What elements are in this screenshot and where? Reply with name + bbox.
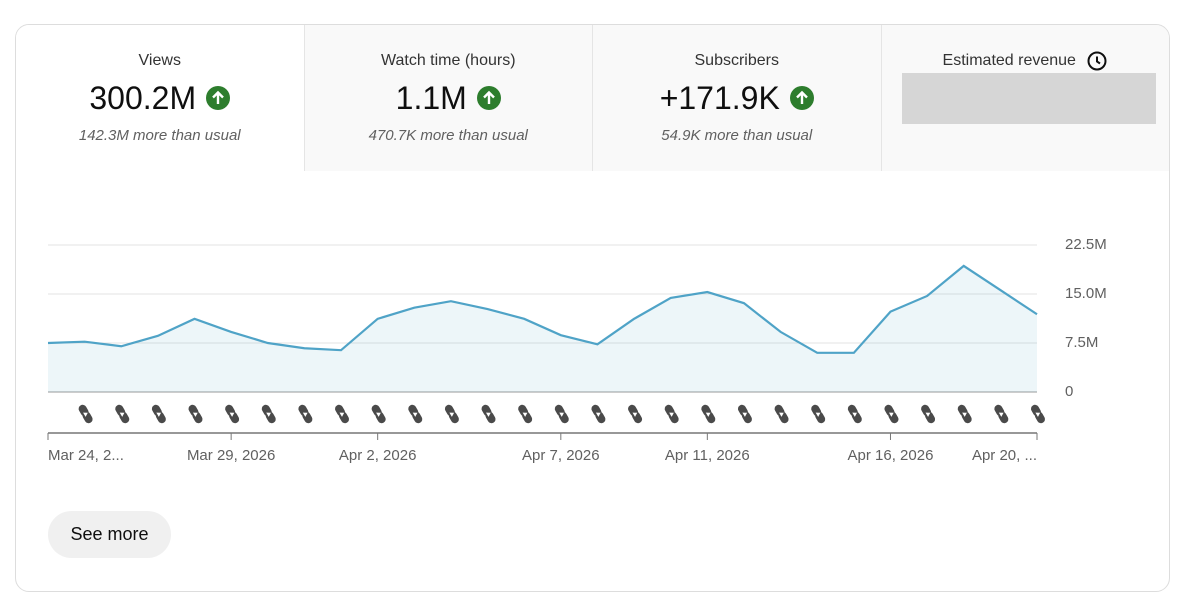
x-tick-label: Apr 2, 2026 [339, 447, 417, 464]
shorts-icon [737, 404, 752, 424]
shorts-icon [78, 404, 93, 424]
shorts-icon [921, 404, 936, 424]
x-tick-label: Apr 16, 2026 [848, 447, 934, 464]
shorts-icon [335, 404, 350, 424]
shorts-icon [261, 404, 276, 424]
up-icon [476, 86, 501, 110]
shorts-icon [994, 404, 1009, 424]
metric-note: 54.9K more than usual [661, 127, 813, 144]
shorts-icon [701, 404, 716, 424]
shorts-icon [811, 404, 826, 424]
metric-tab[interactable]: Views 300.2M 142.3M more than usual [16, 25, 304, 171]
see-more-button[interactable]: See more [48, 511, 171, 558]
shorts-icon [151, 404, 166, 424]
shorts-icon [957, 404, 972, 424]
shorts-icon [1031, 404, 1045, 424]
metric-value: +171.9K [659, 79, 780, 116]
shorts-icon [847, 404, 862, 424]
shorts-icon [664, 404, 679, 424]
x-tick-label: Apr 7, 2026 [522, 447, 600, 464]
metric-value: 1.1M [395, 79, 467, 116]
shorts-icon [774, 404, 789, 424]
metric-title: Subscribers [694, 52, 779, 69]
x-tick-label: Apr 11, 2026 [665, 447, 750, 464]
area [48, 265, 1037, 392]
shorts-icon [518, 404, 533, 424]
x-tick-label: Mar 29, 2026 [187, 447, 275, 464]
shorts-icon [628, 404, 643, 424]
metric-tab[interactable]: Estimated revenue [880, 25, 1169, 171]
shorts-icon [408, 404, 423, 424]
y-tick-label: 22.5M [1065, 236, 1107, 253]
shorts-icon [115, 404, 130, 424]
shorts-icon [444, 404, 459, 424]
metric-note: 142.3M more than usual [78, 127, 241, 144]
metric-tab[interactable]: Watch time (hours) 1.1M 470.7K more than… [303, 25, 592, 171]
shorts-icon [371, 404, 386, 424]
metric-title: Estimated revenue [942, 52, 1076, 69]
shorts-icon [188, 404, 203, 424]
shorts-icon [591, 404, 606, 424]
shorts-icon [884, 404, 899, 424]
y-tick-label: 7.5M [1065, 334, 1098, 351]
line [47, 264, 1038, 354]
card: Views 300.2M 142.3M more than usual Watc… [15, 24, 1170, 592]
metric-note: 470.7K more than usual [368, 127, 528, 144]
shorts-icon [481, 404, 496, 424]
y-tick-label: 0 [1065, 383, 1073, 400]
shorts-icon [225, 404, 240, 424]
up-icon [206, 86, 231, 110]
x-tick-label: Apr 20, ... [972, 447, 1037, 464]
metric-title: Watch time (hours) [380, 52, 516, 69]
metric-tab[interactable]: Subscribers +171.9K 54.9K more than usua… [592, 25, 881, 171]
y-tick-label: 15.0M [1065, 285, 1107, 302]
clock-icon [1087, 51, 1107, 71]
metric-tabs: Views 300.2M 142.3M more than usual Watc… [16, 25, 1169, 171]
up-icon [789, 86, 814, 110]
metric-title: Views [138, 52, 181, 69]
shorts-icon [298, 404, 313, 424]
chart: 0 7.5M 15.0M 22.5M Mar 24, 2... Mar 29, 2026 A… [47, 236, 1107, 464]
x-tick-label: Mar 24, 2... [48, 447, 124, 464]
redacted-value [901, 73, 1156, 124]
shorts-icon [554, 404, 569, 424]
metric-value: 300.2M [89, 79, 197, 116]
